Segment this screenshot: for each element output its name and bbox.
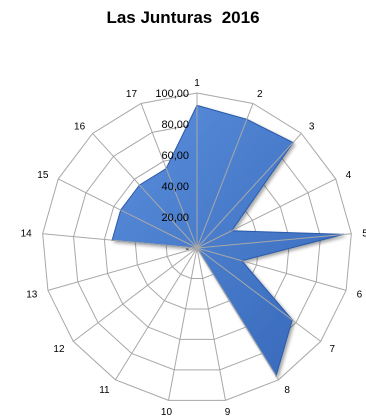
category-label: 9: [225, 407, 231, 418]
radar-spokes: [42, 93, 352, 401]
spoke-5: [196, 233, 352, 249]
r-tick-label: 20,00: [161, 212, 189, 224]
category-label: 8: [284, 385, 290, 396]
category-label: 11: [99, 385, 110, 396]
spoke-16: [92, 133, 198, 249]
spoke-15: [58, 178, 198, 249]
radial-ticks: - 20,00 40,00 60,00 80,00 100,00: [155, 88, 189, 255]
category-label: 17: [126, 89, 138, 100]
series-area-0: [111, 104, 344, 378]
grid-ring-4: [73, 123, 321, 371]
grid-ring-3: [103, 154, 291, 340]
spoke-14: [42, 233, 198, 249]
spoke-10: [168, 247, 198, 401]
category-label: 1: [194, 78, 200, 89]
category-label: 14: [21, 229, 33, 240]
category-label: 4: [346, 170, 352, 181]
category-label: 6: [357, 289, 363, 300]
spoke-4: [196, 178, 336, 249]
r-tick-label: -: [185, 243, 189, 255]
spoke-13: [47, 247, 198, 291]
series-layer: [111, 104, 345, 378]
r-tick-label: 60,00: [161, 150, 189, 162]
spoke-7: [196, 247, 321, 342]
r-tick-label: 100,00: [155, 88, 189, 100]
category-label: 13: [26, 289, 38, 300]
spoke-17: [140, 103, 198, 249]
spoke-6: [196, 247, 347, 291]
spoke-11: [114, 247, 198, 381]
category-label: 10: [161, 407, 173, 418]
category-label: 5: [362, 229, 366, 240]
spoke-8: [196, 247, 280, 381]
spoke-12: [73, 247, 198, 342]
grid-ring-5: [42, 92, 352, 401]
spoke-3: [196, 133, 302, 249]
category-label: 7: [329, 344, 335, 355]
category-label: 15: [37, 170, 49, 181]
chart-title: Las Junturas 2016: [106, 8, 260, 27]
r-tick-label: 80,00: [161, 119, 189, 131]
r-tick-label: 40,00: [161, 181, 189, 193]
spoke-2: [196, 103, 254, 249]
category-label: 2: [257, 89, 263, 100]
category-label: 12: [53, 344, 65, 355]
spoke-9: [196, 247, 226, 401]
category-label: 16: [74, 121, 86, 132]
category-label: 3: [309, 121, 315, 132]
